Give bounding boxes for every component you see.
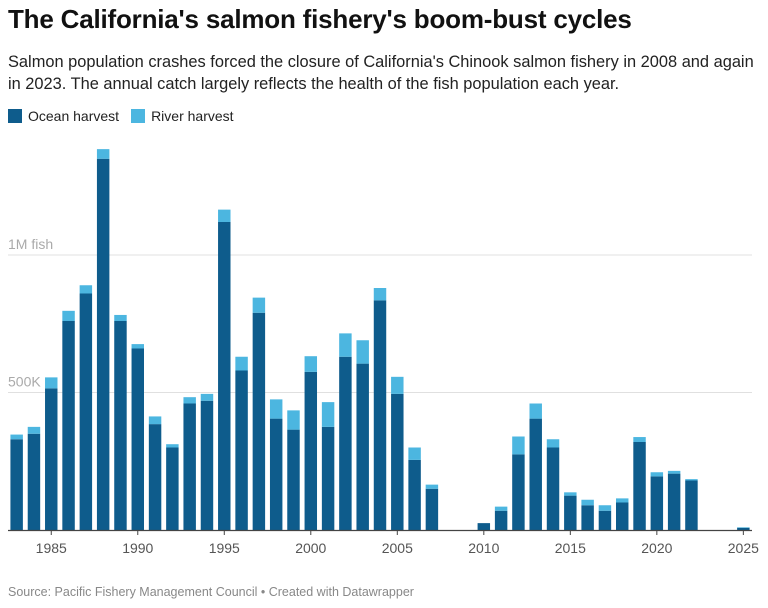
x-tick-label: 2005 (382, 540, 413, 556)
bar-ocean (529, 418, 542, 530)
bar-river (218, 209, 231, 222)
bar-river (166, 444, 179, 448)
bar-ocean (633, 442, 646, 530)
bar-ocean (79, 293, 93, 530)
bar-ocean (183, 403, 196, 530)
y-axis-label: 500K (8, 374, 41, 390)
bar-river (598, 505, 612, 511)
bar-ocean (339, 356, 352, 530)
bar-ocean (598, 510, 612, 530)
bar-ocean (45, 388, 58, 530)
bar-ocean (477, 523, 491, 530)
legend: Ocean harvest River harvest (8, 108, 234, 124)
bar-river (287, 410, 300, 430)
bar-river (546, 439, 560, 448)
bar-ocean (512, 454, 525, 530)
x-tick-label: 1985 (36, 540, 67, 556)
x-tick-label: 1990 (122, 540, 153, 556)
bar-river (667, 470, 681, 474)
bar-ocean (391, 393, 404, 530)
bar-ocean (321, 426, 335, 530)
bar-river (200, 393, 214, 401)
bar-river (304, 356, 318, 372)
bar-river (425, 484, 439, 489)
bar-ocean (131, 348, 144, 530)
bar-ocean (425, 488, 439, 530)
legend-label-ocean: Ocean harvest (28, 108, 120, 124)
bar-river (512, 436, 525, 455)
bar-ocean (114, 321, 127, 530)
bar-river (564, 492, 577, 496)
bar-ocean (148, 424, 162, 530)
legend-item-ocean: Ocean harvest (8, 108, 119, 124)
bar-ocean (62, 321, 75, 530)
bar-river (27, 426, 41, 434)
bar-river (737, 527, 750, 528)
legend-swatch-river (131, 109, 146, 123)
bar-river (650, 472, 664, 477)
x-tick-label: 2025 (728, 540, 759, 556)
bar-river (356, 340, 369, 364)
y-axis-label: 1M fish (8, 236, 53, 252)
bar-river (339, 333, 352, 357)
bar-ocean (10, 439, 23, 530)
bar-ocean (373, 300, 387, 530)
bar-ocean (269, 418, 283, 530)
bar-river (45, 377, 58, 389)
bar-ocean (737, 527, 750, 530)
bar-river (616, 498, 629, 503)
bar-ocean (494, 510, 508, 530)
bar-river (321, 402, 335, 427)
bar-ocean (581, 505, 594, 530)
bar-ocean (235, 370, 248, 530)
bar-river (269, 399, 283, 419)
bar-ocean (564, 495, 577, 530)
bar-ocean (27, 433, 41, 530)
legend-item-river: River harvest (131, 108, 234, 124)
bar-river (10, 434, 23, 440)
source-footer: Source: Pacific Fishery Management Counc… (8, 585, 414, 599)
bar-ocean (667, 473, 681, 530)
legend-label-river: River harvest (151, 108, 234, 124)
bar-river (408, 447, 421, 460)
bar-ocean (685, 480, 698, 530)
chart-subtitle: Salmon population crashes forced the clo… (8, 53, 754, 93)
bar-ocean (304, 371, 318, 530)
bar-ocean (200, 400, 214, 530)
bar-ocean (546, 447, 560, 530)
x-tick-label: 2010 (468, 540, 499, 556)
bar-ocean (616, 502, 629, 530)
bar-ocean (287, 429, 300, 530)
bar-ocean (252, 312, 266, 530)
bar-ocean (356, 363, 369, 530)
bar-river (529, 403, 542, 419)
x-tick-label: 2015 (555, 540, 586, 556)
x-tick-label: 2020 (641, 540, 672, 556)
bar-ocean (166, 447, 179, 530)
bar-river (685, 479, 698, 481)
x-tick-label: 2000 (295, 540, 326, 556)
bar-river (581, 499, 594, 506)
bar-river (131, 344, 144, 349)
x-tick-label: 1995 (209, 540, 240, 556)
bar-river (183, 397, 196, 404)
bar-ocean (408, 459, 421, 530)
bar-river (235, 356, 248, 371)
bar-river (391, 376, 404, 394)
bar-river (373, 288, 387, 301)
bar-river (633, 437, 646, 442)
bar-river (252, 297, 266, 313)
bar-river (96, 149, 110, 159)
bar-river (62, 310, 75, 321)
legend-swatch-ocean (8, 109, 22, 123)
bar-river (148, 416, 162, 425)
chart-title: The California's salmon fishery's boom-b… (8, 4, 632, 34)
bar-ocean (218, 222, 231, 530)
bar-river (79, 285, 93, 294)
bar-river (494, 506, 508, 511)
bar-ocean (650, 476, 664, 530)
bar-river (114, 314, 127, 321)
bar-ocean (96, 158, 110, 530)
